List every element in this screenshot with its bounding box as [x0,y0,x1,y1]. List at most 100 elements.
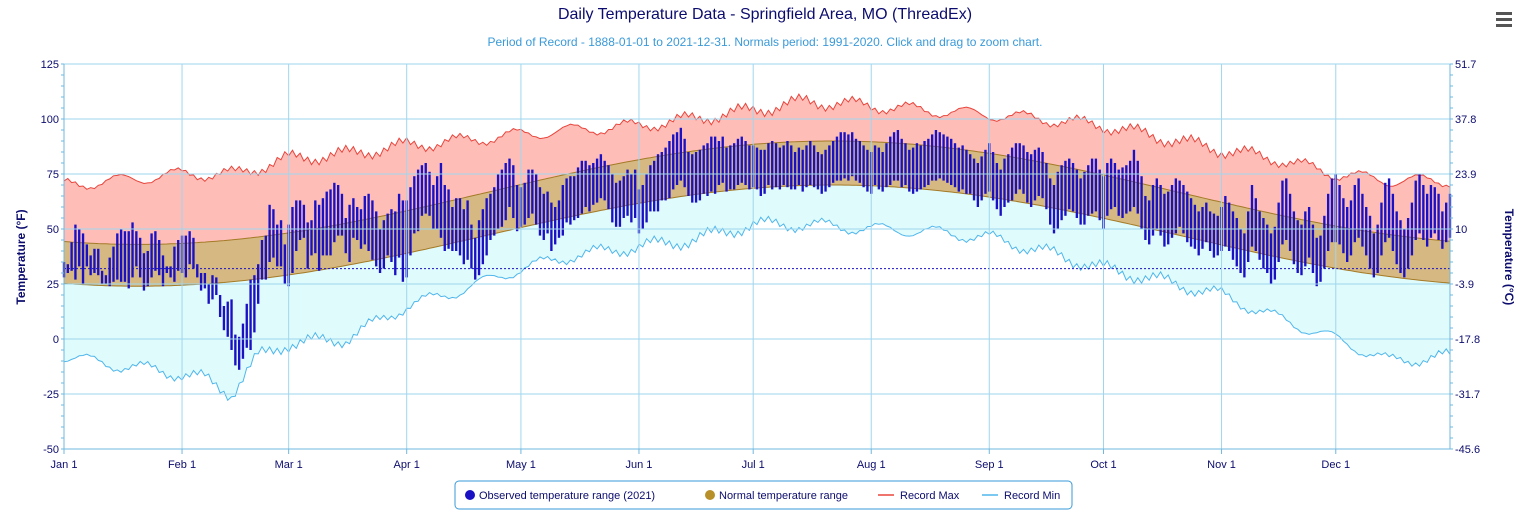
observed-bar[interactable] [1216,215,1219,256]
observed-bar[interactable] [854,138,858,181]
observed-bar[interactable] [474,237,477,280]
observed-bar[interactable] [858,141,861,183]
observed-bar[interactable] [66,264,69,273]
observed-bar[interactable] [386,213,389,256]
observed-bar[interactable] [1201,207,1204,249]
observed-bar[interactable] [611,174,614,223]
observed-bar[interactable] [1033,149,1037,201]
observed-bar[interactable] [790,145,793,190]
observed-bar[interactable] [93,248,96,273]
observed-bar[interactable] [668,141,671,199]
observed-bar[interactable] [569,176,572,225]
observed-bar[interactable] [653,160,656,212]
observed-bar[interactable] [603,160,606,201]
observed-bar[interactable] [713,136,717,194]
observed-bar[interactable] [1395,211,1398,265]
observed-bar[interactable] [1338,185,1341,245]
observed-bar[interactable] [314,200,317,254]
observed-bar[interactable] [1151,185,1155,236]
observed-bar[interactable] [930,134,934,181]
observed-bar[interactable] [1357,178,1360,238]
observed-bar[interactable] [942,134,945,181]
observed-bar[interactable] [1403,229,1406,278]
observed-bar[interactable] [839,132,842,181]
observed-bar[interactable] [946,136,949,183]
observed-bar[interactable] [1445,202,1448,243]
observed-bar[interactable] [89,255,92,276]
observed-bar[interactable] [1049,178,1052,225]
observed-bar[interactable] [542,193,545,240]
observed-bar[interactable] [1182,185,1185,234]
observed-bar[interactable] [1323,215,1326,269]
observed-bar[interactable] [561,185,564,236]
observed-bar[interactable] [1262,218,1265,269]
observed-bar[interactable] [679,127,683,181]
observed-bar[interactable] [1391,193,1395,251]
observed-bar[interactable] [645,174,648,223]
observed-bar[interactable] [934,130,938,181]
observed-bar[interactable] [972,158,976,201]
legend-item[interactable]: Record Max [878,490,960,502]
observed-bar[interactable] [317,204,321,271]
observed-bar[interactable] [409,187,412,256]
observed-bar[interactable] [588,165,591,212]
observed-bar[interactable] [443,185,446,251]
observed-bar[interactable] [1026,152,1029,203]
observed-bar[interactable] [1266,224,1269,273]
observed-bar[interactable] [1250,185,1254,247]
observed-bar[interactable] [584,160,587,207]
observed-bar[interactable] [348,204,351,262]
observed-bar[interactable] [831,141,835,183]
observed-bar[interactable] [565,178,568,223]
observed-bar[interactable] [481,209,485,265]
observed-bar[interactable] [1292,211,1296,265]
observed-bar[interactable] [1372,233,1376,278]
observed-bar[interactable] [329,189,332,256]
observed-bar[interactable] [336,185,340,236]
observed-bar[interactable] [447,189,450,249]
observed-bar[interactable] [477,220,481,276]
observed-bar[interactable] [192,237,195,269]
observed-bar[interactable] [218,295,222,317]
observed-bar[interactable] [504,163,507,221]
observed-bar[interactable] [100,270,104,284]
observed-bar[interactable] [550,202,553,251]
observed-bar[interactable] [161,255,165,287]
observed-bar[interactable] [215,277,218,295]
observed-bar[interactable] [1258,211,1261,260]
observed-bar[interactable] [862,145,865,188]
observed-bar[interactable] [344,218,347,254]
observed-bar[interactable] [633,169,637,218]
observed-bar[interactable] [485,198,488,256]
observed-bar[interactable] [1365,207,1368,256]
observed-bar[interactable] [885,143,888,188]
observed-bar[interactable] [1346,207,1349,262]
observed-bar[interactable] [203,273,207,289]
observed-bar[interactable] [108,257,111,287]
observed-bar[interactable] [295,200,298,251]
observed-bar[interactable] [1353,185,1356,243]
observed-bar[interactable] [97,248,100,276]
observed-bar[interactable] [592,163,595,205]
observed-bar[interactable] [694,152,698,203]
observed-bar[interactable] [104,275,108,284]
observed-bar[interactable] [428,171,431,216]
observed-bar[interactable] [702,145,705,194]
observed-bar[interactable] [70,242,73,271]
observed-bar[interactable] [1384,182,1387,243]
observed-bar[interactable] [691,154,694,203]
observed-bar[interactable] [908,149,911,192]
observed-bar[interactable] [961,145,964,190]
observed-bar[interactable] [675,132,679,185]
observed-bar[interactable] [576,167,580,218]
observed-bar[interactable] [656,154,660,212]
observed-bar[interactable] [196,264,199,278]
observed-bar[interactable] [1041,152,1044,199]
observed-bar[interactable] [546,191,549,234]
observed-bar[interactable] [991,152,995,201]
observed-bar[interactable] [1441,211,1444,249]
observed-bar[interactable] [1399,220,1402,273]
observed-bar[interactable] [390,209,393,262]
observed-bar[interactable] [397,193,401,258]
observed-bar[interactable] [333,182,336,243]
